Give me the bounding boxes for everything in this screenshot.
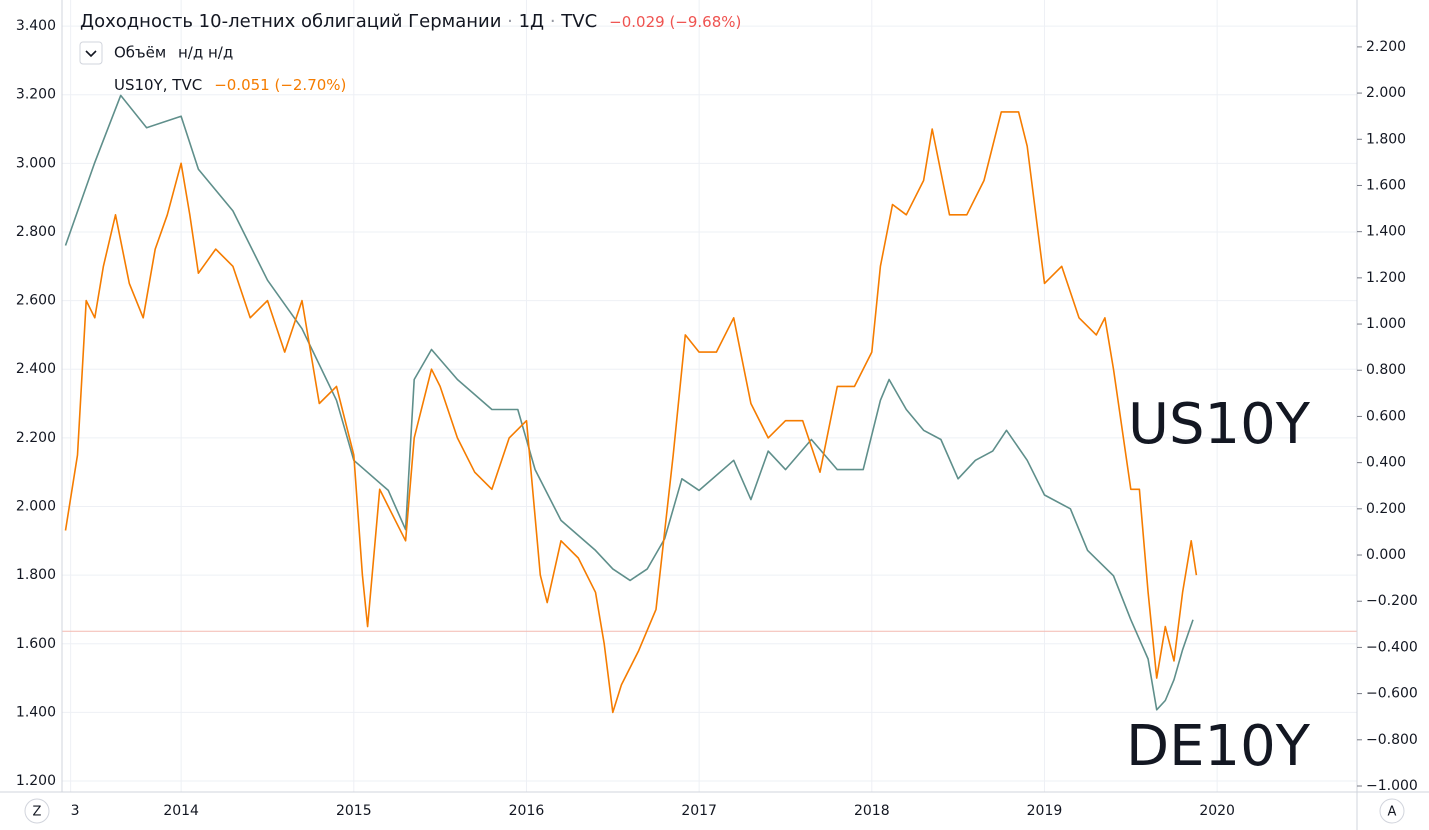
- grid: [62, 0, 1357, 792]
- y2-tick-label: 0.200: [1366, 501, 1406, 517]
- y2-tick-label: 2.000: [1366, 85, 1406, 101]
- y2-tick-label: 1.600: [1366, 177, 1406, 193]
- y-tick-label: 2.800: [16, 224, 56, 240]
- overlay-change: −0.051 (−2.70%): [214, 76, 346, 94]
- overlay-series-name: US10Y, TVC: [114, 76, 202, 94]
- y-tick-label: 3.400: [16, 18, 56, 34]
- x-tick-label: 2014: [163, 803, 199, 819]
- annotation: US10Y: [1128, 392, 1311, 457]
- y-tick-label: 2.000: [16, 498, 56, 514]
- y-tick-label: 2.200: [16, 430, 56, 446]
- x-tick-label: 2018: [854, 803, 890, 819]
- y-tick-label: 1.200: [16, 773, 56, 789]
- separator: ·: [501, 11, 518, 32]
- x-tick-label: 2015: [336, 803, 372, 819]
- y-tick-label: 1.600: [16, 636, 56, 652]
- series-change: −0.029 (−9.68%): [609, 13, 741, 31]
- y2-tick-label: 0.600: [1366, 408, 1406, 424]
- y2-tick-label: 0.400: [1366, 455, 1406, 471]
- plot: [62, 94, 1357, 714]
- auto-scale-button[interactable]: [1379, 798, 1405, 824]
- x-tick-label: 2017: [681, 803, 717, 819]
- series-title: Доходность 10-летних облигаций Германии …: [80, 11, 741, 32]
- y2-tick-label: −0.800: [1366, 732, 1418, 748]
- y2-tick-label: −0.200: [1366, 593, 1418, 609]
- y2-tick-label: 1.400: [1366, 224, 1406, 240]
- y-tick-label: 3.000: [16, 155, 56, 171]
- overlay-name: US10Y, TVC −0.051 (−2.70%): [114, 76, 346, 94]
- y-tick-label: 3.200: [16, 87, 56, 103]
- series-name: Доходность 10-летних облигаций Германии: [80, 11, 501, 32]
- x-tick-label: 2016: [509, 803, 545, 819]
- x-tick-label: 2020: [1199, 803, 1235, 819]
- y-tick-label: 1.800: [16, 567, 56, 583]
- y2-tick-label: 1.800: [1366, 131, 1406, 147]
- chevron-icon: [85, 50, 97, 58]
- y-tick-label: 1.400: [16, 704, 56, 720]
- y2-tick-label: −0.400: [1366, 639, 1418, 655]
- legend: Доходность 10-летних облигаций Германии …: [79, 11, 741, 94]
- y2-tick-label: −1.000: [1366, 778, 1418, 794]
- y-tick-label: 2.600: [16, 293, 56, 309]
- y2-tick-label: −0.600: [1366, 686, 1418, 702]
- series-line: [64, 111, 1198, 714]
- y2-tick-label: 1.000: [1366, 316, 1406, 332]
- y2-tick-label: 2.200: [1366, 39, 1406, 55]
- interval: 1Д: [519, 11, 545, 32]
- volume-values: н/д н/д: [178, 44, 233, 62]
- volume-label: Объём: [114, 44, 166, 62]
- annotation: DE10Y: [1126, 714, 1311, 779]
- collapse-button[interactable]: [79, 41, 103, 65]
- source: TVC: [560, 11, 597, 32]
- separator: ·: [544, 11, 561, 32]
- y-tick-label: 2.400: [16, 361, 56, 377]
- y2-tick-label: 1.200: [1366, 270, 1406, 286]
- button-label: Z: [33, 805, 42, 820]
- y2-tick-label: 0.000: [1366, 547, 1406, 563]
- series-line: [64, 94, 1194, 711]
- x-tick-label: 2019: [1027, 803, 1063, 819]
- scale-mode-button[interactable]: [24, 798, 50, 824]
- x-tick-label: 3: [71, 803, 80, 819]
- button-label: A: [1388, 805, 1397, 820]
- y2-tick-label: 0.800: [1366, 362, 1406, 378]
